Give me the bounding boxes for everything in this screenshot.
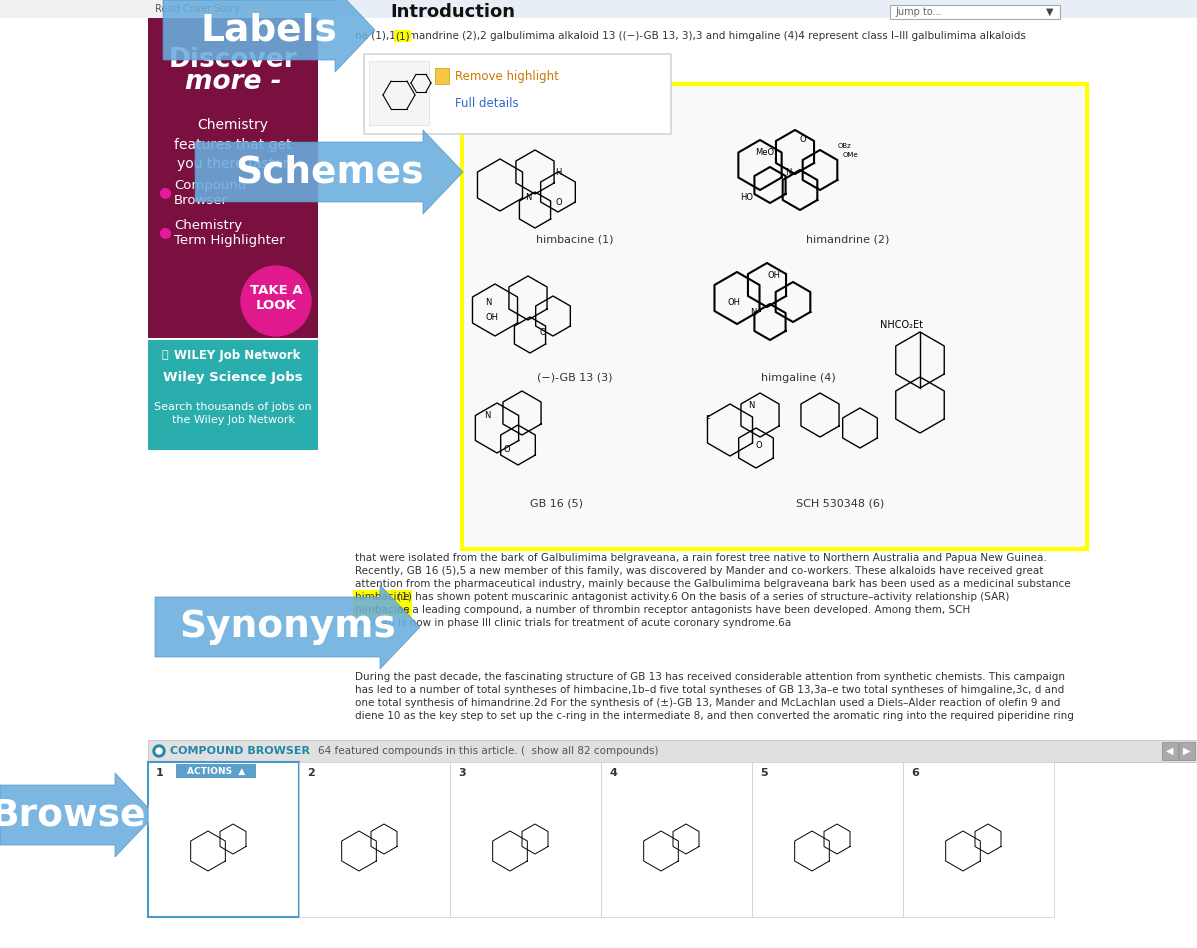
Text: Full details: Full details [455, 97, 518, 110]
Text: himbacine (1): himbacine (1) [536, 234, 614, 244]
FancyBboxPatch shape [364, 54, 672, 134]
Text: Search thousands of jobs on
the Wiley Job Network: Search thousands of jobs on the Wiley Jo… [154, 402, 312, 426]
Text: O: O [800, 135, 807, 144]
Text: ⓦ: ⓦ [162, 350, 169, 360]
Text: Chemistry
Term Highlighter: Chemistry Term Highlighter [174, 219, 285, 247]
Text: OH: OH [767, 271, 780, 280]
FancyArrow shape [0, 773, 154, 857]
Bar [1162, 742, 1178, 760]
Text: himandrine (2): himandrine (2) [807, 234, 889, 244]
Bar [752, 762, 903, 917]
Text: N: N [751, 308, 757, 317]
Bar [148, 18, 318, 338]
Circle shape [156, 748, 162, 754]
Text: 2: 2 [306, 768, 315, 778]
Text: attention from the pharmaceutical industry, mainly because the Galbulimima belgr: attention from the pharmaceutical indust… [356, 579, 1070, 589]
Text: Compound
Browser: Compound Browser [174, 179, 247, 207]
Text: Remove highlight: Remove highlight [455, 69, 559, 82]
Text: himgaline (4): himgaline (4) [760, 373, 836, 383]
Text: Wiley Science Jobs: Wiley Science Jobs [163, 372, 303, 385]
Text: as a leading compound, a number of thrombin receptor antagonists have been devel: as a leading compound, a number of throm… [394, 605, 971, 615]
Bar [299, 762, 450, 917]
Text: himbacine: himbacine [356, 592, 409, 602]
Text: more -: more - [184, 69, 281, 95]
Text: ACTIONS  ▲: ACTIONS ▲ [187, 767, 245, 775]
Text: GB 16 (5): GB 16 (5) [530, 498, 583, 508]
Bar [330, 0, 1197, 18]
Text: N: N [525, 193, 531, 202]
FancyArrow shape [163, 0, 375, 72]
Circle shape [241, 266, 311, 336]
Bar [148, 740, 1197, 762]
Text: Synonyms: Synonyms [180, 609, 396, 645]
Text: Introduction: Introduction [390, 3, 515, 21]
Bar [0, 0, 1197, 18]
Text: N: N [484, 411, 491, 420]
Bar [462, 84, 1087, 549]
Text: O: O [504, 445, 511, 454]
Text: 64 featured compounds in this article. (  show all 82 compounds): 64 featured compounds in this article. (… [318, 746, 658, 756]
Text: 1: 1 [156, 768, 164, 778]
FancyArrow shape [154, 585, 420, 669]
Text: that were isolated from the bark of Galbulimima belgraveana, a rain forest tree : that were isolated from the bark of Galb… [356, 553, 1046, 563]
Text: MeO: MeO [755, 148, 774, 157]
Text: Recently, GB 16 (5),5 a new member of this family, was discovered by Mander and : Recently, GB 16 (5),5 a new member of th… [356, 566, 1044, 576]
Text: 330348 is now in phase III clinic trials for treatment of acute coronary syndrom: 330348 is now in phase III clinic trials… [356, 618, 791, 628]
Text: F: F [705, 415, 710, 424]
Text: 5: 5 [760, 768, 767, 778]
Text: N: N [748, 401, 754, 410]
Text: OH: OH [727, 298, 740, 307]
Bar [601, 762, 752, 917]
Text: Jump to...: Jump to... [895, 7, 942, 17]
Text: N: N [485, 298, 492, 307]
Text: H: H [555, 168, 561, 177]
Text: diene 10 as the key step to set up the c-ring in the intermediate 8, and then co: diene 10 as the key step to set up the c… [356, 711, 1074, 721]
Text: Labels: Labels [201, 12, 338, 48]
Text: 6: 6 [911, 768, 919, 778]
Bar [891, 5, 1061, 19]
Text: (1) has shown potent muscarinic antagonist activity.6 On the basis of a series o: (1) has shown potent muscarinic antagoni… [394, 592, 1010, 602]
Text: N: N [785, 168, 791, 177]
Text: Discover: Discover [169, 47, 297, 73]
Text: 3: 3 [458, 768, 466, 778]
Bar [450, 762, 601, 917]
Text: OH: OH [485, 313, 498, 322]
Text: 4: 4 [609, 768, 616, 778]
Bar [435, 68, 449, 84]
Text: Browser: Browser [0, 797, 164, 833]
Text: TAKE A
LOOK: TAKE A LOOK [250, 284, 303, 312]
Text: ▼: ▼ [1046, 7, 1053, 17]
Text: ◀: ◀ [1166, 746, 1174, 756]
Text: O: O [755, 441, 761, 450]
Text: WILEY Job Network: WILEY Job Network [174, 349, 300, 361]
Text: NHCO₂Et: NHCO₂Et [880, 320, 923, 330]
Bar [369, 61, 429, 125]
Text: (−)-GB 13 (3): (−)-GB 13 (3) [537, 373, 613, 383]
Bar [1179, 742, 1195, 760]
Text: (1): (1) [395, 31, 409, 41]
Bar [903, 762, 1055, 917]
Text: one total synthesis of himandrine.2d For the synthesis of (±)-GB 13, Mander and : one total synthesis of himandrine.2d For… [356, 698, 1061, 708]
Text: SCH 530348 (6): SCH 530348 (6) [796, 498, 885, 508]
Text: has led to a number of total syntheses of himbacine,1b–d five total syntheses of: has led to a number of total syntheses o… [356, 685, 1064, 695]
Text: OBz: OBz [838, 143, 852, 149]
Text: O: O [540, 328, 547, 337]
Text: ▶: ▶ [1184, 746, 1191, 756]
Bar [148, 340, 318, 450]
Text: HO: HO [740, 193, 753, 202]
Text: COMPOUND BROWSER: COMPOUND BROWSER [170, 746, 310, 756]
Text: Read Cover Story: Read Cover Story [154, 4, 239, 14]
Text: During the past decade, the fascinating structure of GB 13 has received consider: During the past decade, the fascinating … [356, 672, 1065, 682]
Bar [330, 18, 1197, 748]
Bar [176, 764, 256, 778]
FancyArrow shape [195, 130, 463, 214]
Bar [148, 762, 299, 917]
Text: Schemes: Schemes [235, 154, 424, 190]
Text: OMe: OMe [843, 152, 858, 158]
Text: O: O [555, 198, 561, 207]
Circle shape [153, 745, 165, 757]
Text: Chemistry
features that get
you there faster: Chemistry features that get you there fa… [175, 118, 292, 171]
Text: himbacine: himbacine [356, 605, 409, 615]
Text: ne (1),1 himandrine (2),2 galbulimima alkaloid 13 ((−)-GB 13, 3),3 and himgaline: ne (1),1 himandrine (2),2 galbulimima al… [356, 31, 1026, 41]
